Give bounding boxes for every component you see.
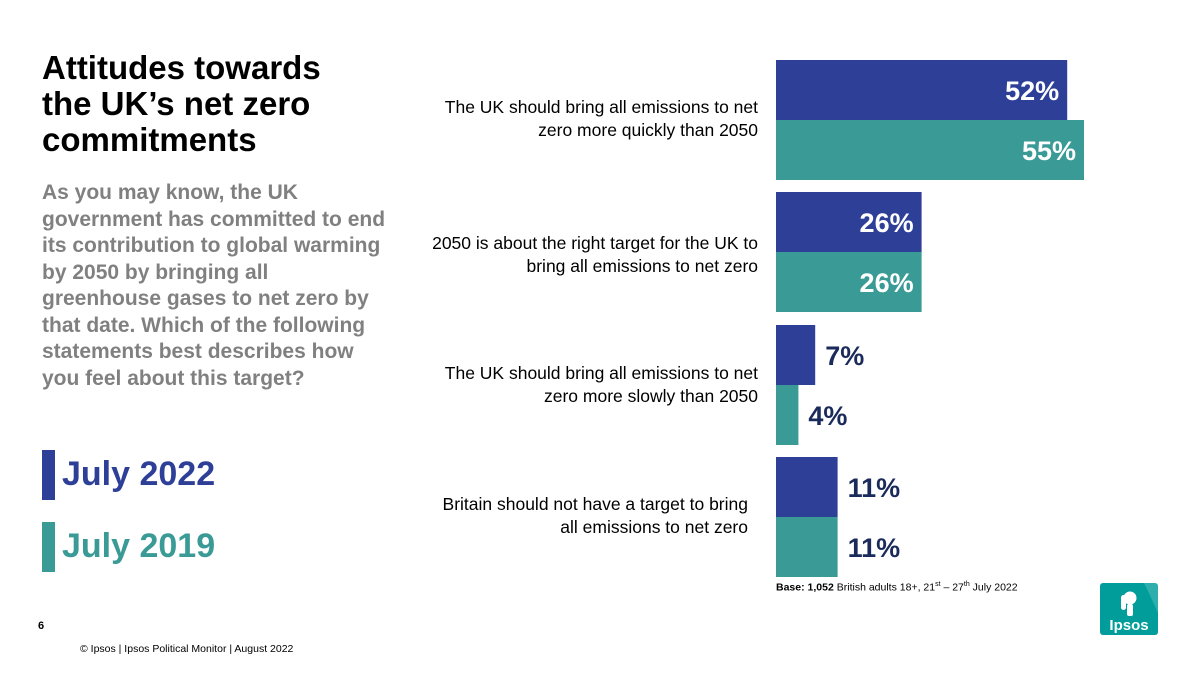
base-count: 1,052 xyxy=(807,581,834,594)
bar-no-target-2022 xyxy=(776,457,838,517)
bar-label-more-quickly-2019: 55% xyxy=(1022,136,1076,166)
legend-label-july-2019: July 2019 xyxy=(62,527,216,565)
legend-swatch-july-2022 xyxy=(42,450,55,500)
base-text: British adults 18+, 21 xyxy=(836,581,936,594)
base-sup-2: th xyxy=(963,581,970,588)
legend-swatch-july-2019 xyxy=(42,522,55,572)
base-note: Base: 1,052 British adults 18+, 21st – 2… xyxy=(776,581,1018,594)
bar-label-no-target-2022: 11% xyxy=(848,473,901,503)
base-prefix: Base: xyxy=(776,581,805,594)
bar-more-quickly-2019 xyxy=(776,120,1084,180)
bar-more-slowly-2019 xyxy=(776,385,799,445)
bar-right-target-2019 xyxy=(776,252,922,312)
bar-label-more-quickly-2022: 52% xyxy=(1005,76,1059,106)
ipsos-logo: Ipsos xyxy=(1100,583,1158,635)
bar-label-right-target-2019: 26% xyxy=(860,268,914,298)
slide-title: Attitudes towards the UK’s net zero comm… xyxy=(42,49,321,158)
category-label-more-slowly: The UK should bring all emissions to net… xyxy=(444,363,758,406)
bar-label-more-slowly-2019: 4% xyxy=(808,401,847,431)
logo-wordmark: Ipsos xyxy=(1109,617,1148,634)
bar-more-slowly-2022 xyxy=(776,325,816,385)
category-label-right-target: 2050 is about the right target for the U… xyxy=(432,233,758,276)
survey-question: As you may know, the UK government has c… xyxy=(42,181,386,390)
base-sup-1: st xyxy=(935,581,941,588)
bar-label-right-target-2022: 26% xyxy=(860,208,914,238)
bar-label-no-target-2019: 11% xyxy=(848,533,901,563)
bar-right-target-2022 xyxy=(776,192,922,252)
category-label-more-quickly: The UK should bring all emissions to net… xyxy=(444,97,758,140)
footer-copyright: © Ipsos | Ipsos Political Monitor | Augu… xyxy=(80,643,294,655)
base-mid: – 27 xyxy=(940,581,964,594)
page-number: 6 xyxy=(38,620,45,632)
bar-label-more-slowly-2022: 7% xyxy=(825,341,864,371)
bar-no-target-2019 xyxy=(776,517,838,577)
base-end: July 2022 xyxy=(969,581,1018,594)
bar-more-quickly-2022 xyxy=(776,60,1068,120)
category-label-no-target: Britain should not have a target to brin… xyxy=(442,494,748,537)
legend-label-july-2022: July 2022 xyxy=(62,455,216,493)
